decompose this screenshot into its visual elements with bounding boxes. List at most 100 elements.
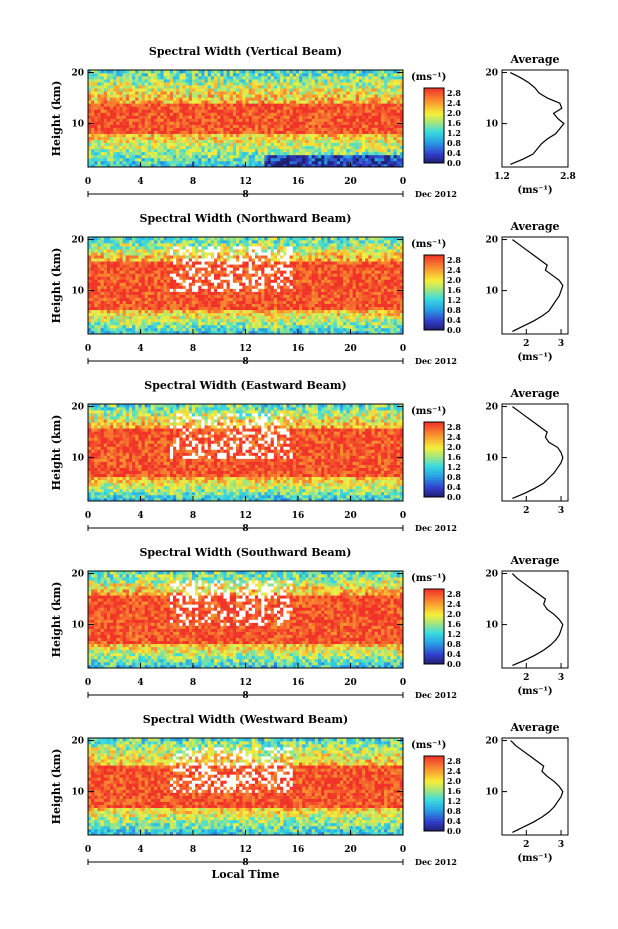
colorbar-tick-label: 0.4: [447, 816, 461, 826]
colorbar-tick-label: 0.0: [447, 325, 461, 335]
y-tick-label: 10: [71, 788, 84, 798]
average-y-tick-label: 20: [485, 236, 498, 246]
average-x-tick-label: 3: [558, 673, 564, 683]
colorbar-tick-label: 2.8: [447, 255, 461, 265]
x-tick-label: 0: [400, 344, 406, 354]
x-tick-label: 0: [85, 678, 91, 688]
colorbar-frame: [423, 254, 445, 331]
average-frame: [501, 236, 569, 335]
colorbar-tick-label: 2.0: [447, 609, 461, 619]
y-axis-label: Height (km): [50, 415, 63, 491]
y-tick-label: 10: [71, 120, 84, 130]
colorbar-unit: (ms⁻¹): [411, 406, 446, 417]
colorbar-tick-label: 2.8: [447, 756, 461, 766]
x-tick-label: 20: [344, 678, 357, 688]
y-tick-label: 20: [71, 570, 84, 580]
average-panel: Average 20 10 2 3 (ms⁻¹): [485, 554, 569, 697]
colorbar-tick-label: 0.8: [447, 472, 461, 482]
colorbar-tick-label: 1.2: [447, 796, 461, 806]
colorbar-tick-label: 0.8: [447, 138, 461, 148]
average-y-tick-label: 20: [485, 403, 498, 413]
average-line: [512, 239, 564, 332]
day-label: 8: [242, 858, 248, 868]
y-tick-label: 20: [71, 236, 84, 246]
panel-title: Spectral Width (Westward Beam): [143, 713, 348, 726]
panel-4: Spectral Width (Southward Beam)2010Heigh…: [50, 546, 569, 701]
colorbar-tick-label: 1.6: [447, 786, 461, 796]
colorbar-tick-label: 2.4: [447, 432, 461, 442]
day-label: 8: [242, 691, 248, 701]
average-frame: [501, 570, 569, 669]
colorbar-tick-label: 2.8: [447, 589, 461, 599]
average-y-tick-label: 20: [485, 737, 498, 747]
x-tick-label: 16: [292, 678, 305, 688]
date-label: Dec 2012: [415, 857, 457, 867]
colorbar: (ms⁻¹) 0.00.40.81.21.62.02.42.8: [411, 573, 461, 669]
average-x-tick-label: 2.8: [560, 172, 576, 182]
day-label: 8: [242, 190, 248, 200]
colorbar-tick-label: 1.2: [447, 629, 461, 639]
date-label: Dec 2012: [415, 356, 457, 366]
y-axis-label: Height (km): [50, 248, 63, 324]
colorbar-tick-label: 2.4: [447, 98, 461, 108]
x-tick-label: 0: [400, 177, 406, 187]
panel-5: Spectral Width (Westward Beam)2010Height…: [50, 713, 569, 868]
y-tick-label: 20: [71, 737, 84, 747]
colorbar-tick-label: 0.4: [447, 649, 461, 659]
colorbar-tick-label: 2.0: [447, 275, 461, 285]
colorbar-tick-label: 2.0: [447, 442, 461, 452]
x-tick-label: 4: [137, 845, 143, 855]
average-x-tick-label: 3: [558, 840, 564, 850]
average-x-tick-label: 3: [558, 506, 564, 516]
x-tick-label: 12: [239, 845, 252, 855]
x-tick-label: 8: [190, 845, 196, 855]
colorbar-tick-label: 2.4: [447, 766, 461, 776]
colorbar-frame: [423, 421, 445, 498]
colorbar-unit: (ms⁻¹): [411, 239, 446, 250]
x-axis-label: Local Time: [212, 868, 280, 881]
panel-title: Spectral Width (Southward Beam): [139, 546, 351, 559]
date-label: Dec 2012: [415, 690, 457, 700]
x-tick-label: 4: [137, 678, 143, 688]
y-axis-label: Height (km): [50, 749, 63, 825]
average-title: Average: [509, 721, 559, 734]
average-x-tick-label: 2: [523, 506, 529, 516]
heatmap-cells: [88, 70, 404, 168]
colorbar-unit: (ms⁻¹): [411, 72, 446, 83]
panel-title: Spectral Width (Eastward Beam): [144, 379, 346, 392]
x-tick-label: 16: [292, 511, 305, 521]
colorbar: (ms⁻¹) 0.00.40.81.21.62.02.42.8: [411, 406, 461, 502]
average-x-tick-label: 2: [523, 673, 529, 683]
x-tick-label: 16: [292, 344, 305, 354]
average-x-label: (ms⁻¹): [517, 686, 552, 697]
x-tick-label: 0: [85, 845, 91, 855]
x-tick-label: 4: [137, 511, 143, 521]
colorbar: (ms⁻¹) 0.00.40.81.21.62.02.42.8: [411, 72, 461, 168]
panel-1: Spectral Width (Vertical Beam) 20 10 Height…: [50, 45, 576, 200]
average-x-tick-label: 2: [523, 840, 529, 850]
average-title: Average: [509, 53, 559, 66]
colorbar-frame: [423, 755, 445, 832]
average-panel: Average 20 10 2 3 (ms⁻¹): [485, 721, 569, 864]
x-tick-label: 12: [239, 177, 252, 187]
heatmap-cells: [88, 571, 404, 669]
colorbar-frame: [423, 87, 445, 164]
x-tick-label: 16: [292, 845, 305, 855]
average-y-tick-label: 20: [485, 69, 498, 79]
x-tick-label: 8: [190, 678, 196, 688]
y-axis-label: Height (km): [50, 582, 63, 658]
colorbar-tick-label: 0.0: [447, 492, 461, 502]
x-tick-label: 20: [344, 511, 357, 521]
colorbar-tick-label: 2.0: [447, 108, 461, 118]
x-tick-label: 20: [344, 845, 357, 855]
x-tick-label: 12: [239, 678, 252, 688]
colorbar-tick-label: 1.2: [447, 295, 461, 305]
y-tick-label: 10: [71, 621, 84, 631]
day-label: 8: [242, 357, 248, 367]
x-tick-label: 20: [344, 177, 357, 187]
colorbar-tick-label: 0.4: [447, 315, 461, 325]
x-tick-label: 8: [190, 344, 196, 354]
average-y-tick-label: 10: [485, 454, 498, 464]
average-x-label: (ms⁻¹): [517, 185, 552, 196]
